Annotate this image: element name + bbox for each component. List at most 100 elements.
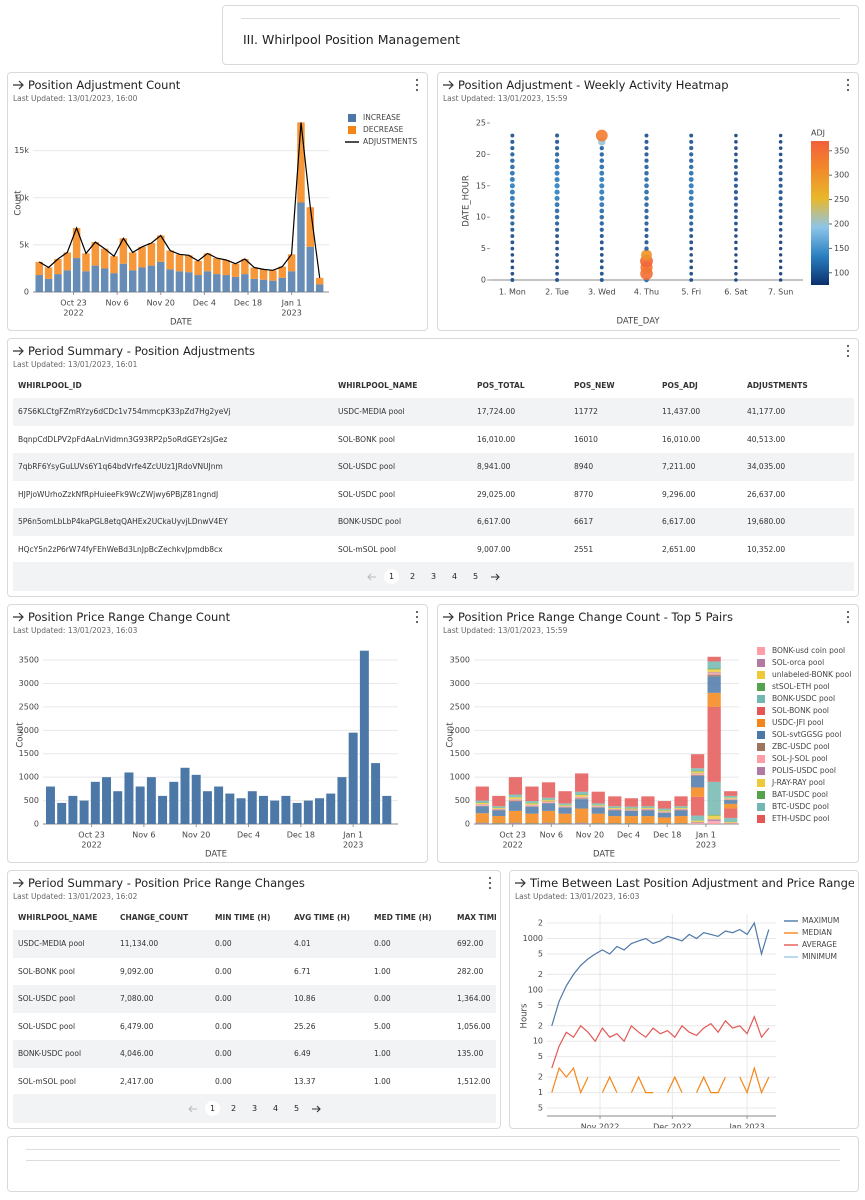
menu-button[interactable] <box>488 876 492 890</box>
prev-page[interactable] <box>187 1103 199 1115</box>
bar-segment <box>674 808 688 810</box>
menu-dot <box>846 354 850 358</box>
table-cell: 1.00 <box>374 1076 391 1086</box>
bar-segment <box>194 260 202 276</box>
table-cell: 5P6n5omLbLbP4kaPGL8etqQAHEx2UCkaUyvjLDnw… <box>13 508 333 536</box>
menu-button[interactable] <box>846 610 850 624</box>
legend-label: BTC-USDC pool <box>772 802 829 811</box>
table-cell: 0.00 <box>369 985 452 1013</box>
menu-button[interactable] <box>415 610 419 624</box>
arrow-icon <box>312 1105 321 1112</box>
bar <box>158 795 168 824</box>
page-button[interactable]: 2 <box>230 1104 237 1113</box>
column-header: WHIRLPOOL_ID <box>18 380 82 390</box>
table-row: SOL-mSOL pool 2,417.00 0.00 13.37 1.00 1,512.… <box>13 1068 496 1096</box>
point <box>599 246 604 251</box>
table-cell: 2551 <box>574 544 594 554</box>
point <box>509 183 515 189</box>
arrow-icon <box>443 612 454 622</box>
bar-segment <box>475 800 489 803</box>
y-axis-title: Count <box>446 722 456 748</box>
y-tick-label: 2500 <box>450 702 470 711</box>
point <box>644 221 649 226</box>
table-cell: 6617 <box>569 508 657 536</box>
section-title: III. Whirlpool Position Management <box>243 32 461 47</box>
point <box>510 152 515 157</box>
page-button[interactable]: 2 <box>409 572 416 581</box>
table-cell: 5.00 <box>374 1021 391 1031</box>
point <box>599 214 605 220</box>
bar <box>135 786 145 824</box>
empty-panel <box>7 1136 859 1192</box>
bar-segment <box>525 813 539 824</box>
table-row: HQcY5n2zP6rW74fyFEhWeBd3LnJpBcZechkvJpmd… <box>13 536 854 564</box>
page-button[interactable]: 4 <box>451 572 458 581</box>
x-tick-label: Nov 20 <box>182 831 210 840</box>
point <box>644 246 649 251</box>
point <box>595 129 608 142</box>
point <box>555 278 560 282</box>
bar-segment <box>657 801 672 809</box>
arrow-icon <box>13 346 24 356</box>
bar-segment <box>541 810 556 823</box>
point <box>644 139 649 144</box>
point <box>734 215 738 220</box>
panel-subtitle: Last Updated: 13/01/2023, 16:03 <box>515 892 640 901</box>
point <box>644 171 649 176</box>
next-page[interactable] <box>489 571 501 583</box>
x-tick-label: Nov 6 <box>540 831 563 840</box>
page-button[interactable]: 5 <box>293 1104 300 1113</box>
y-tick-label: 3000 <box>19 679 39 688</box>
page-button[interactable]: 3 <box>430 572 437 581</box>
point <box>644 133 649 138</box>
table-cell: SOL-mSOL pool <box>18 1076 76 1086</box>
point <box>510 208 515 214</box>
bar-segment <box>674 806 688 808</box>
point <box>734 246 738 251</box>
bar-segment <box>690 774 705 776</box>
menu-button[interactable] <box>846 344 850 358</box>
y-tick-label: 1500 <box>19 749 39 758</box>
point <box>689 278 694 282</box>
bar-segment <box>707 821 721 824</box>
menu-button[interactable] <box>415 78 419 92</box>
bar-segment <box>475 786 489 801</box>
point <box>644 202 649 207</box>
point <box>641 249 652 261</box>
bar-segment <box>54 274 62 292</box>
point <box>644 189 649 195</box>
bar-segment <box>128 270 137 292</box>
table-cell: BqnpCdDLPV2pFdAaLnVidmn3G93RP2p5oRdGEY2s… <box>18 434 228 444</box>
point <box>555 240 559 245</box>
bar-segment <box>541 800 556 802</box>
page-button[interactable]: 4 <box>272 1104 279 1113</box>
next-page[interactable] <box>310 1103 322 1115</box>
page-button[interactable]: 1 <box>384 569 399 584</box>
point <box>734 165 738 169</box>
legend-swatch <box>757 791 765 799</box>
bar <box>214 786 224 824</box>
legend-label: SOL-svtGGSG pool <box>772 730 841 739</box>
menu-dot <box>846 83 850 87</box>
table: WHIRLPOOL_NAME CHANGE_COUNT MIN TIME (H) AV… <box>13 904 496 1095</box>
table-cell: 11772 <box>569 398 657 426</box>
point <box>510 139 515 144</box>
table-cell: 9,092.00 <box>120 966 154 976</box>
bar-segment <box>269 280 277 292</box>
page-button[interactable]: 3 <box>251 1104 258 1113</box>
menu-button[interactable] <box>846 78 850 92</box>
prev-page[interactable] <box>366 571 378 583</box>
x-tick-label: Jan 2023 <box>728 1123 764 1130</box>
bar <box>124 772 134 824</box>
point <box>778 259 783 263</box>
point <box>510 253 515 257</box>
arrow-icon <box>13 80 24 90</box>
point <box>688 164 694 170</box>
page-button[interactable]: 1 <box>205 1101 220 1116</box>
page-button[interactable]: 5 <box>472 572 479 581</box>
bar-segment <box>525 805 539 807</box>
bar-segment <box>157 235 165 262</box>
legend-label: USDC-JFI pool <box>772 718 824 727</box>
legend-label: BONK-USDC pool <box>772 694 835 703</box>
table-cell: 6.49 <box>289 1040 369 1068</box>
